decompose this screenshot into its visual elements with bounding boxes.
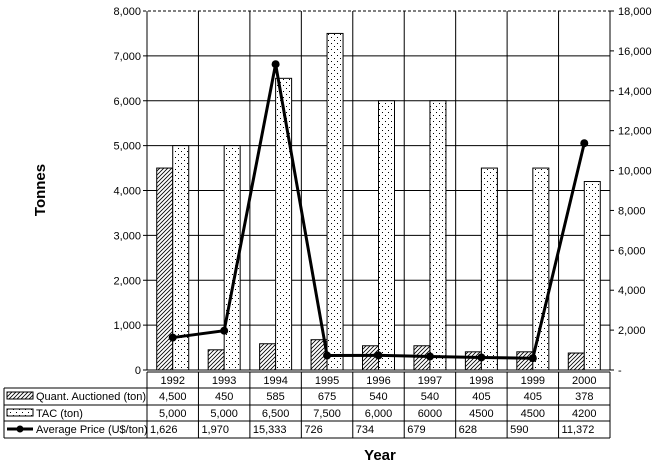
bar-tac [275,77,293,371]
table-cell: 405 [524,391,542,403]
price-point [220,326,229,335]
table-cell: 6000 [418,408,442,420]
y2-tick-label: 16,000 [618,46,652,58]
table-cell: 679 [407,424,425,436]
price-point [425,352,434,361]
category-label: 1995 [315,375,339,387]
table-cell: 405 [472,391,490,403]
table-cell: 5,000 [210,408,238,420]
price-line [168,60,589,363]
category-label: 1994 [263,375,287,387]
table-cell: 540 [421,391,439,403]
price-point [168,333,177,342]
y-tick-label: 1,000 [113,320,141,332]
table-cell: 1,970 [201,424,229,436]
axes: 0 1,000 2,000 3,000 4,000 5,000 6,000 7,000 8,00… [113,6,651,377]
y-tick-label: 3,000 [113,230,141,242]
y2-tick-label: 4,000 [618,285,646,297]
table-cell: 11,372 [562,424,595,436]
y2-tick-label: 2,000 [618,325,646,337]
bar-tac [480,167,498,371]
y2-tick-label: 10,000 [618,166,652,178]
legend-label: TAC (ton) [36,408,83,420]
price-point [374,351,383,360]
category-label: 2000 [572,375,596,387]
legend-label: Quant. Auctioned (ton) [36,391,146,403]
table-cell: 378 [575,391,593,403]
category-label: 1993 [212,375,236,387]
legend-key-hatch [6,391,34,400]
bar-quant-auctioned [567,352,585,371]
y-tick-label: 4,000 [113,186,141,198]
price-point [323,351,332,360]
bar-tac [532,167,550,371]
table-cell: 540 [369,391,387,403]
y2-tick-label: 14,000 [618,86,652,98]
price-point [271,60,280,69]
bar-tac [326,32,344,371]
y-axis-title: Tonnes [32,164,49,216]
x-axis-title: Year [364,447,396,464]
y2-tick-label: 8,000 [618,205,646,217]
bar-quant-auctioned [259,343,277,371]
table-cell: 675 [318,391,336,403]
table-cell: 15,333 [253,424,287,436]
y-tick-label: 7,000 [113,51,141,63]
y-tick-label: 6,000 [113,96,141,108]
category-label: 1997 [418,375,442,387]
table-cell: 6,500 [262,408,290,420]
data-table: 1992 1993 1994 1995 1996 1997 1998 1999 2000 Quan… [3,371,611,439]
category-label: 1998 [469,375,493,387]
bar-quant-auctioned [207,349,225,371]
table-cell: 628 [459,424,477,436]
y-tick-label: 8,000 [113,6,141,18]
table-cell: 4500 [469,408,493,420]
y-tick-label: 0 [135,365,141,377]
table-cell: 726 [304,424,322,436]
table-cell: 450 [215,391,233,403]
y-tick-label: 2,000 [113,275,141,287]
table-cell: 585 [266,391,284,403]
table-cell: 590 [510,424,528,436]
bar-tac [583,181,601,371]
legend-label: Average Price (U$/ton) [36,424,148,436]
price-point [528,354,537,363]
table-cell: 5,000 [159,408,187,420]
y2-tick-label: - [618,365,622,377]
bar-tac [172,145,190,371]
y2-tick-label: 12,000 [618,126,652,138]
category-label: 1992 [160,375,184,387]
table-cell: 4500 [521,408,545,420]
bar-tac [378,100,395,371]
price-point [580,139,589,148]
legend-key-marker [16,425,24,433]
y-tick-label: 5,000 [113,141,141,153]
y2-tick-label: 18,000 [618,6,652,18]
price-point [477,353,486,362]
category-label: 1996 [366,375,390,387]
y2-tick-label: 6,000 [618,245,646,257]
category-label: 1999 [521,375,545,387]
table-cell: 1,626 [150,424,178,436]
table-cell: 734 [356,424,374,436]
table-cell: 6,000 [365,408,393,420]
legend-key-dots [6,408,34,417]
bars [156,32,601,371]
table-cell: 4200 [572,408,596,420]
table-cell: 7,500 [313,408,341,420]
bar-tac [429,100,447,371]
table-cell: 4,500 [159,391,187,403]
